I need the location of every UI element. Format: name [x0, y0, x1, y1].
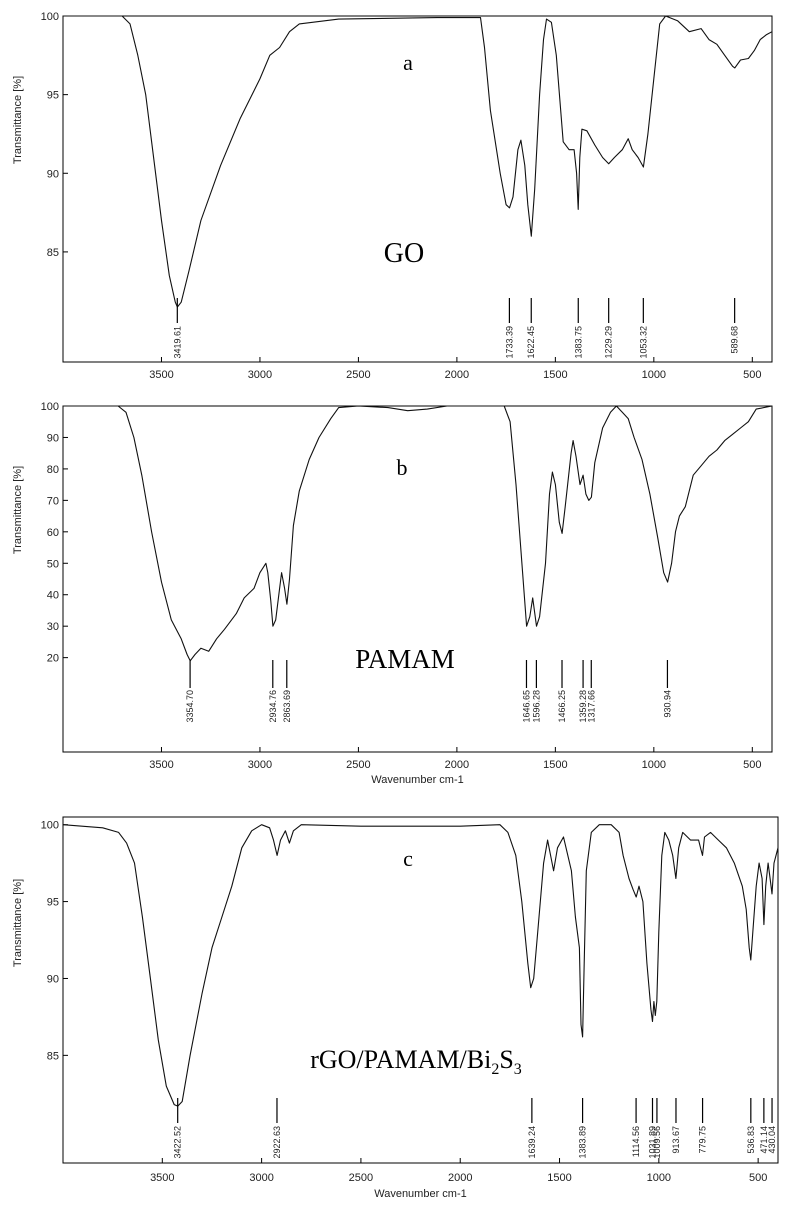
y-tick-label: 30: [47, 621, 59, 633]
x-axis-label: Wavenumber cm-1: [374, 1188, 467, 1200]
peak-label: 2922.63: [272, 1126, 282, 1159]
peak-label: 1383.75: [573, 326, 583, 359]
y-axis-label: Transmittance [%]: [12, 466, 24, 554]
y-tick-label: 95: [47, 90, 59, 102]
x-tick-label: 1000: [642, 759, 666, 771]
plot-frame: [62, 15, 773, 363]
peak-label: 1359.28: [578, 690, 588, 723]
peak-label: 1383.89: [578, 1126, 588, 1159]
x-tick-label: 1500: [543, 369, 567, 381]
x-tick-label: 1500: [543, 759, 567, 771]
x-tick-label: 2000: [448, 1172, 472, 1184]
x-tick-label: 3500: [150, 1172, 174, 1184]
x-tick-label: 500: [749, 1172, 767, 1184]
peak-label: 1646.65: [521, 690, 531, 723]
panel-letter: c: [403, 846, 413, 871]
y-tick-label: 100: [41, 820, 59, 832]
x-tick-label: 2500: [349, 1172, 373, 1184]
x-tick-label: 3500: [149, 759, 173, 771]
x-tick-label: 3000: [248, 369, 272, 381]
x-tick-label: 3500: [149, 369, 173, 381]
y-tick-label: 85: [47, 247, 59, 259]
peak-label: 2934.76: [268, 690, 278, 723]
spectrum-line: [62, 824, 779, 1107]
y-tick-label: 60: [47, 527, 59, 539]
peak-label: 1053.32: [638, 326, 648, 359]
y-axis-label: Transmittance [%]: [12, 879, 24, 967]
peak-label: 1622.45: [526, 326, 536, 359]
sample-annotation: GO: [384, 238, 424, 269]
x-tick-label: 1000: [642, 369, 666, 381]
x-tick-label: 2000: [445, 759, 469, 771]
y-tick-label: 100: [41, 401, 59, 413]
panel-b: 100 90 80 70 60 50 40 30 20 3500 3000 2500 2000 1500 1…: [12, 401, 773, 786]
spectrum-line: [63, 405, 773, 662]
y-tick-label: 90: [47, 973, 59, 985]
x-tick-label: 500: [743, 369, 761, 381]
plot-frame: [62, 816, 779, 1164]
peak-label: 1229.29: [604, 326, 614, 359]
peak-label: 471.14: [759, 1126, 769, 1154]
y-tick-label: 20: [47, 653, 59, 665]
x-tick-label: 2500: [346, 369, 370, 381]
peak-label: 1596.28: [531, 690, 541, 723]
peak-label: 430.04: [767, 1126, 777, 1154]
y-tick-label: 90: [47, 432, 59, 444]
x-tick-label: 2500: [346, 759, 370, 771]
panel-c: 100 95 90 85 3500 3000 2500 2000 1500 1000 500 Tran…: [12, 816, 779, 1200]
x-tick-label: 3000: [249, 1172, 273, 1184]
peak-label: 779.75: [698, 1126, 708, 1154]
sample-annotation: rGO/PAMAM/Bi2S3: [310, 1045, 522, 1078]
panel-letter: a: [403, 50, 413, 75]
peak-label: 1466.25: [557, 690, 567, 723]
y-axis-label: Transmittance [%]: [12, 76, 24, 164]
spectrum-line: [63, 15, 773, 308]
y-tick-label: 95: [47, 897, 59, 909]
peak-label: 3419.61: [172, 326, 182, 359]
x-tick-label: 3000: [248, 759, 272, 771]
x-tick-label: 2000: [445, 369, 469, 381]
peak-label: 1031.89: [647, 1126, 657, 1159]
panel-letter: b: [397, 455, 408, 480]
y-tick-label: 100: [41, 11, 59, 23]
peak-label: 1639.24: [527, 1126, 537, 1159]
x-tick-label: 1500: [547, 1172, 571, 1184]
peak-label: 1009.56: [652, 1126, 662, 1159]
y-tick-label: 40: [47, 590, 59, 602]
peak-label: 3354.70: [185, 690, 195, 723]
y-tick-label: 50: [47, 558, 59, 570]
x-tick-label: 1000: [647, 1172, 671, 1184]
peak-label: 1317.66: [586, 690, 596, 723]
peak-label: 536.83: [746, 1126, 756, 1154]
y-tick-label: 85: [47, 1050, 59, 1062]
y-tick-label: 70: [47, 495, 59, 507]
y-tick-label: 90: [47, 168, 59, 180]
x-tick-label: 500: [743, 759, 761, 771]
peak-label: 589.68: [730, 326, 740, 354]
sample-annotation: PAMAM: [355, 644, 455, 674]
peak-label: 1114.56: [631, 1126, 641, 1157]
plot-frame: [62, 405, 773, 753]
panel-a: 100 95 90 85 3500 3000 2500 2000 1500 1000 500 Tran…: [12, 11, 773, 381]
peak-label: 913.67: [671, 1126, 681, 1154]
peak-label: 930.94: [662, 690, 672, 718]
peak-label: 2863.69: [282, 690, 292, 723]
peak-label: 1733.39: [504, 326, 514, 359]
peak-label: 3422.52: [173, 1126, 183, 1159]
y-tick-label: 80: [47, 464, 59, 476]
x-axis-label: Wavenumber cm-1: [371, 774, 464, 786]
